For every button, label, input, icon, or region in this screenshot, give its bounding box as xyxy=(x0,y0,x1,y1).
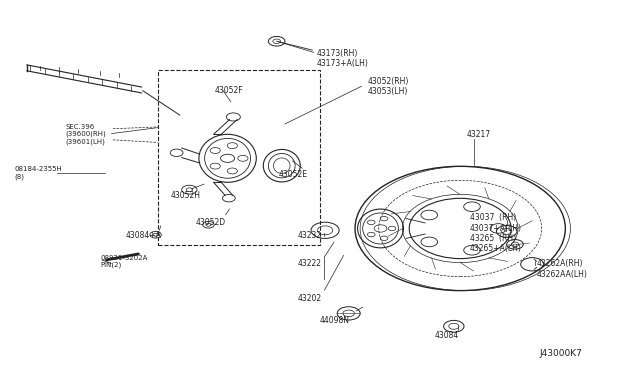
Text: 43037  (RH)
43037+A(LH): 43037 (RH) 43037+A(LH) xyxy=(470,213,522,232)
Text: 43262A(RH)
43262AA(LH): 43262A(RH) 43262AA(LH) xyxy=(537,259,588,279)
Text: 43052F: 43052F xyxy=(215,86,243,94)
Text: 43265  (RH)
43265+A(LH): 43265 (RH) 43265+A(LH) xyxy=(470,234,522,253)
Text: 43052H: 43052H xyxy=(170,191,200,200)
Text: 43052D: 43052D xyxy=(196,218,226,227)
Text: 43052(RH)
43053(LH): 43052(RH) 43053(LH) xyxy=(368,77,409,96)
Text: 43217: 43217 xyxy=(467,130,491,139)
Text: 43202: 43202 xyxy=(298,294,322,303)
Text: J43000K7: J43000K7 xyxy=(540,350,582,359)
Text: 43222: 43222 xyxy=(298,259,322,268)
Text: 43232: 43232 xyxy=(298,231,322,240)
Text: 08921-3202A
PIN(2): 08921-3202A PIN(2) xyxy=(100,255,148,269)
Text: 43052E: 43052E xyxy=(278,170,308,179)
Text: SEC.396
(39600(RH)
(39601(LH): SEC.396 (39600(RH) (39601(LH) xyxy=(65,124,106,145)
Bar xyxy=(157,70,320,245)
Text: 08184-2355H
(8): 08184-2355H (8) xyxy=(14,166,62,180)
Text: 43084: 43084 xyxy=(435,331,459,340)
Text: 44098N: 44098N xyxy=(320,316,350,325)
Text: 43173(RH)
43173+A(LH): 43173(RH) 43173+A(LH) xyxy=(317,49,369,68)
Text: 43084+A: 43084+A xyxy=(125,231,161,240)
